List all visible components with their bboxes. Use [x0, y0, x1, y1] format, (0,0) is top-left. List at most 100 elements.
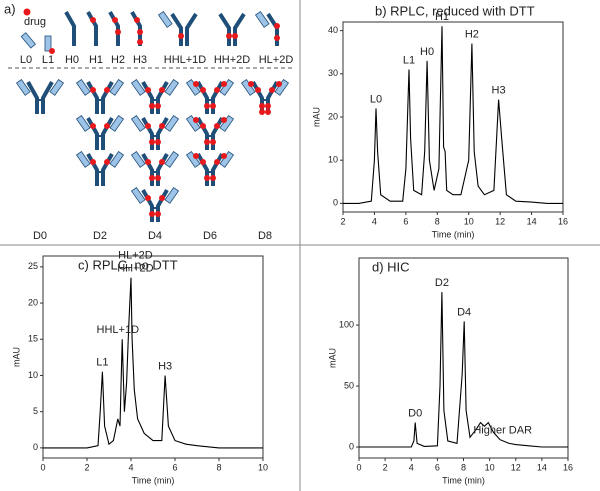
peak-label: L1: [96, 357, 108, 369]
heavy-chain: [196, 117, 209, 150]
heavy-chain: [170, 12, 183, 46]
light-chain: [164, 186, 180, 204]
light-chain: [130, 78, 146, 96]
light-chain: [75, 78, 91, 96]
chart-title: c) RPLC, no DTT: [78, 257, 178, 272]
chain-label: HHL+1D: [164, 54, 207, 66]
x-tick-label: 4: [128, 462, 133, 472]
drug: [145, 87, 151, 93]
panel-label: a): [4, 1, 16, 16]
heavy-chain: [233, 12, 246, 46]
heavy-chain: [101, 117, 114, 150]
light-chain: [130, 186, 146, 204]
drug: [159, 195, 165, 201]
x-axis-label: Time (min): [132, 475, 175, 485]
peak-label: HL+2D: [118, 250, 153, 262]
drug: [248, 81, 254, 87]
y-axis-label: mAU: [11, 347, 21, 367]
heavy-chain: [141, 189, 154, 222]
y-tick-label: 20: [328, 111, 338, 121]
x-tick-label: 2: [340, 216, 345, 226]
heavy-chain: [86, 117, 99, 150]
x-tick-label: 6: [435, 462, 440, 472]
peak-label: L1: [403, 54, 415, 66]
heavy-chain: [156, 189, 169, 222]
drug: [159, 123, 165, 129]
y-tick-label: 40: [328, 25, 338, 35]
light-chain: [109, 150, 125, 168]
peak-label: D0: [408, 408, 422, 420]
drug: [49, 48, 55, 54]
x-tick-label: 4: [372, 216, 377, 226]
peak-label: D2: [435, 277, 449, 289]
drug-label: drug: [24, 16, 46, 28]
drug: [193, 153, 199, 159]
heavy-chain: [26, 81, 39, 114]
light-chain: [164, 150, 180, 168]
drug: [200, 123, 206, 129]
light-chain: [75, 114, 91, 132]
drug: [145, 195, 151, 201]
x-axis-label: Time (min): [432, 229, 475, 239]
y-axis-label: mAU: [327, 348, 337, 368]
trace: [43, 277, 263, 449]
light-chain: [254, 10, 270, 28]
chain-label: L1: [42, 54, 54, 66]
peak-label: H2: [465, 28, 479, 40]
drug: [145, 123, 151, 129]
drug: [149, 175, 155, 181]
x-tick-label: 0: [356, 462, 361, 472]
heavy-chain: [101, 153, 114, 186]
drug: [104, 87, 110, 93]
y-tick-label: 5: [33, 406, 38, 416]
dar-label: D0: [33, 230, 47, 242]
heavy-chain: [218, 12, 231, 46]
drug: [269, 87, 275, 93]
chain-label: H1: [89, 54, 103, 66]
peak-label: H3: [158, 360, 172, 372]
drug: [115, 29, 121, 35]
dar-label: D8: [258, 230, 272, 242]
y-tick-label: 0: [333, 198, 338, 208]
light-chain: [164, 114, 180, 132]
dar-label: D6: [203, 230, 217, 242]
drug: [204, 139, 210, 145]
heavy-chain: [211, 81, 224, 114]
heavy-chain: [156, 153, 169, 186]
drug: [259, 103, 265, 109]
chart-title: b) RPLC, reduced with DTT: [375, 3, 535, 18]
drug: [149, 139, 155, 145]
heavy-chain: [86, 153, 99, 186]
light-chain: [20, 32, 37, 49]
heavy-chain: [86, 11, 98, 46]
chart-title: d) HIC: [372, 259, 410, 274]
peak-label: HH+2D: [117, 263, 153, 275]
drug: [200, 87, 206, 93]
light-chain: [15, 78, 31, 96]
drug: [155, 139, 161, 145]
x-tick-label: 6: [172, 462, 177, 472]
chain-label: H3: [133, 54, 147, 66]
drug: [137, 29, 143, 35]
x-tick-label: 10: [258, 462, 268, 472]
drug: [134, 17, 140, 23]
heavy-chain: [251, 81, 264, 114]
x-tick-label: 14: [527, 216, 537, 226]
drug: [145, 159, 151, 165]
drug: [232, 33, 238, 39]
drug: [193, 81, 199, 87]
y-tick-label: 0: [33, 442, 38, 452]
heavy-chain: [211, 117, 224, 150]
drug: [221, 81, 227, 87]
drug: [255, 87, 261, 93]
drug: [104, 123, 110, 129]
x-tick-label: 2: [383, 462, 388, 472]
light-chain: [130, 150, 146, 168]
heavy-chain: [185, 12, 198, 46]
drug: [214, 123, 220, 129]
x-tick-label: 6: [403, 216, 408, 226]
drug: [155, 175, 161, 181]
x-tick-label: 8: [216, 462, 221, 472]
drug: [210, 139, 216, 145]
